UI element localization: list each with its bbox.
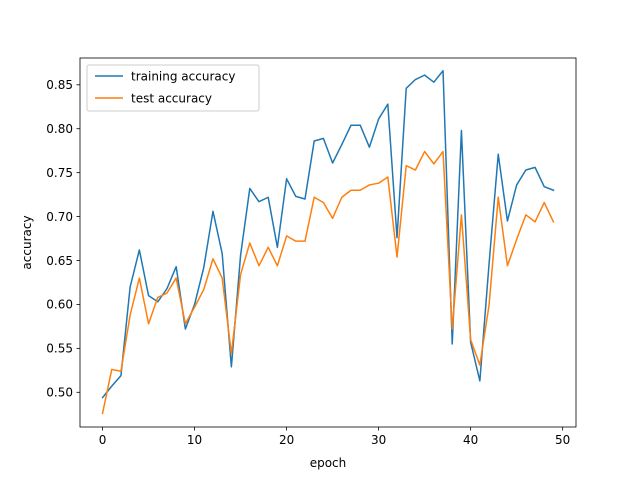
y-tick-label: 0.60	[46, 298, 73, 312]
y-tick-label: 0.80	[46, 122, 73, 136]
y-tick-label: 0.75	[46, 166, 73, 180]
y-tick-label: 0.65	[46, 254, 73, 268]
y-tick-label: 0.55	[46, 342, 73, 356]
x-tick-label: 30	[371, 433, 386, 447]
x-tick-label: 40	[463, 433, 478, 447]
x-tick-label: 50	[555, 433, 570, 447]
y-tick-label: 0.70	[46, 210, 73, 224]
plot-frame	[79, 57, 577, 428]
y-tick-label: 0.50	[46, 386, 73, 400]
series-layer	[101, 69, 555, 415]
x-tick-label: 10	[187, 433, 202, 447]
y-axis-label: accuracy	[20, 215, 34, 269]
x-axis-label: epoch	[310, 456, 347, 470]
series-line-test	[101, 150, 555, 415]
y-tick-label: 0.85	[46, 78, 73, 92]
series-line-training	[101, 69, 555, 399]
x-axis: 0 10 20 30 40 50	[99, 427, 570, 447]
legend-label-test: test accuracy	[131, 91, 212, 105]
legend-box	[86, 64, 260, 112]
y-axis: 0.50 0.55 0.60 0.65 0.70 0.75 0.80 0.85	[46, 78, 80, 400]
x-tick-label: 20	[279, 433, 294, 447]
x-tick-label: 0	[99, 433, 107, 447]
legend-label-training: training accuracy	[131, 69, 235, 83]
legend: training accuracy test accuracy	[86, 64, 260, 112]
